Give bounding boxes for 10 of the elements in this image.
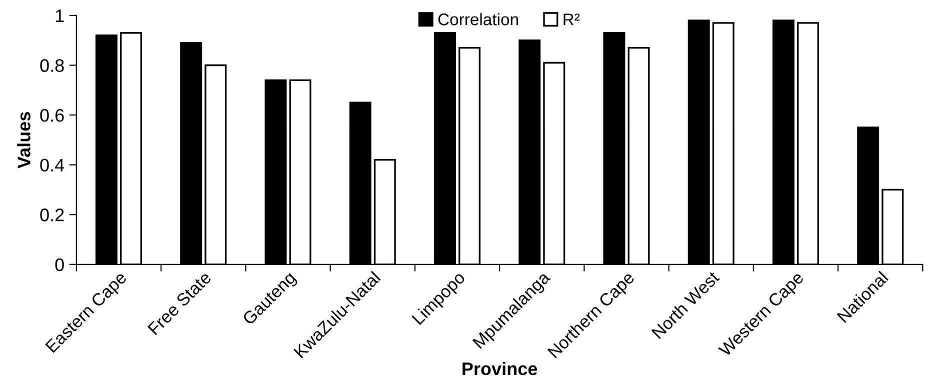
y-tick-label: 0.6 xyxy=(40,108,64,122)
y-axis-title: Values xyxy=(17,112,30,168)
legend-label: Correlation xyxy=(438,13,518,26)
y-tick-label: 0.2 xyxy=(40,208,64,222)
x-axis-title: Province xyxy=(462,362,538,376)
y-tick-label: 0.8 xyxy=(40,59,64,72)
y-tick-label: 0 xyxy=(55,258,64,272)
y-tick-label: 0.4 xyxy=(40,158,64,172)
legend-label: R² xyxy=(564,14,580,26)
y-tick-label: 1 xyxy=(56,10,64,22)
